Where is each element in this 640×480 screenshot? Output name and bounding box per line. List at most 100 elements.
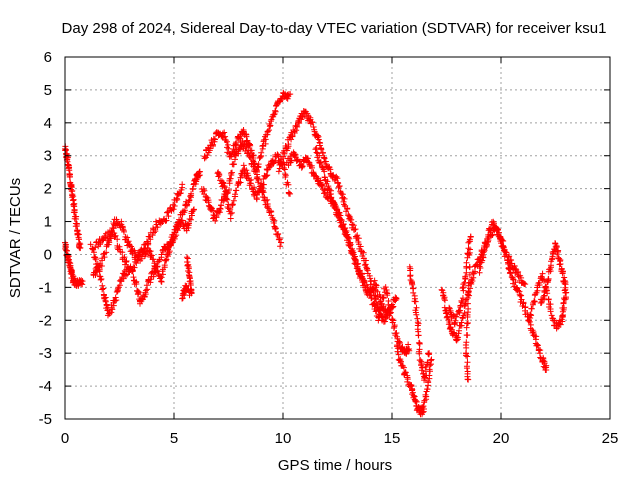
data-point — [149, 232, 156, 239]
data-point — [228, 209, 235, 216]
data-point — [536, 281, 543, 288]
data-point — [557, 321, 564, 328]
data-point — [385, 301, 392, 308]
data-point — [355, 235, 362, 242]
data-point — [218, 202, 225, 209]
data-point — [563, 294, 570, 301]
data-point — [427, 357, 434, 364]
data-point — [460, 312, 467, 319]
data-point — [180, 290, 187, 297]
data-point — [530, 332, 537, 339]
data-point — [462, 301, 469, 308]
data-point — [158, 274, 165, 281]
data-point — [275, 230, 282, 237]
y-tick-label: 6 — [44, 49, 52, 66]
data-point — [96, 241, 103, 248]
data-point — [393, 296, 400, 303]
data-point — [152, 218, 159, 225]
data-point — [463, 352, 470, 359]
data-point — [160, 249, 167, 256]
data-point — [79, 281, 86, 288]
data-point — [545, 275, 552, 282]
data-point — [130, 274, 137, 281]
data-point — [320, 154, 327, 161]
data-point — [466, 238, 473, 245]
data-point — [227, 210, 234, 217]
data-point — [74, 221, 81, 228]
data-point — [192, 175, 199, 182]
data-point — [346, 235, 353, 242]
data-point — [532, 291, 539, 298]
data-point — [253, 171, 260, 178]
data-point — [321, 155, 328, 162]
data-point — [264, 128, 271, 135]
data-point — [554, 248, 561, 255]
data-point — [271, 159, 278, 166]
data-point — [539, 270, 546, 277]
data-point — [201, 153, 208, 160]
data-point — [299, 163, 306, 170]
data-point — [174, 196, 181, 203]
data-point — [453, 313, 460, 320]
data-point — [153, 267, 160, 274]
data-point — [424, 359, 431, 366]
data-point — [164, 253, 171, 260]
data-point — [163, 217, 170, 224]
data-point — [500, 243, 507, 250]
data-point — [266, 164, 273, 171]
data-point — [150, 229, 157, 236]
data-point — [114, 236, 121, 243]
data-point — [271, 217, 278, 224]
data-point — [128, 243, 135, 250]
data-point — [217, 205, 224, 212]
data-point — [262, 173, 269, 180]
data-point — [104, 235, 111, 242]
data-series — [62, 143, 84, 252]
data-series — [201, 89, 294, 178]
data-point — [344, 205, 351, 212]
data-point — [372, 308, 379, 315]
data-point — [409, 389, 416, 396]
data-point — [316, 160, 323, 167]
data-point — [421, 377, 428, 384]
chart-title: Day 298 of 2024, Sidereal Day-to-day VTE… — [62, 20, 607, 37]
data-point — [274, 151, 281, 158]
data-point — [336, 183, 343, 190]
data-point — [233, 187, 240, 194]
data-point — [543, 366, 550, 373]
data-point — [276, 235, 283, 242]
data-point — [222, 133, 229, 140]
data-point — [394, 348, 401, 355]
x-tick-label: 20 — [493, 430, 510, 447]
data-point — [87, 241, 94, 248]
data-point — [272, 225, 279, 232]
data-point — [534, 341, 541, 348]
data-point — [476, 269, 483, 276]
data-point — [562, 286, 569, 293]
data-point — [362, 261, 369, 268]
data-point — [100, 285, 107, 292]
x-tick-label: 5 — [170, 430, 178, 447]
data-point — [121, 228, 128, 235]
data-point — [255, 161, 262, 168]
x-tick-label: 10 — [275, 430, 292, 447]
data-point — [305, 159, 312, 166]
data-point — [285, 141, 292, 148]
data-point — [512, 279, 519, 286]
data-series — [526, 270, 568, 332]
data-point — [265, 205, 272, 212]
data-point — [161, 264, 168, 271]
data-point — [446, 304, 453, 311]
data-point — [70, 203, 77, 210]
data-point — [456, 327, 463, 334]
data-point — [507, 269, 514, 276]
data-point — [137, 300, 144, 307]
data-point — [66, 164, 73, 171]
data-point — [466, 251, 473, 258]
data-point — [231, 149, 238, 156]
data-point — [138, 255, 145, 262]
data-point — [112, 294, 119, 301]
data-point — [135, 252, 142, 259]
data-point — [463, 259, 470, 266]
data-point — [410, 392, 417, 399]
